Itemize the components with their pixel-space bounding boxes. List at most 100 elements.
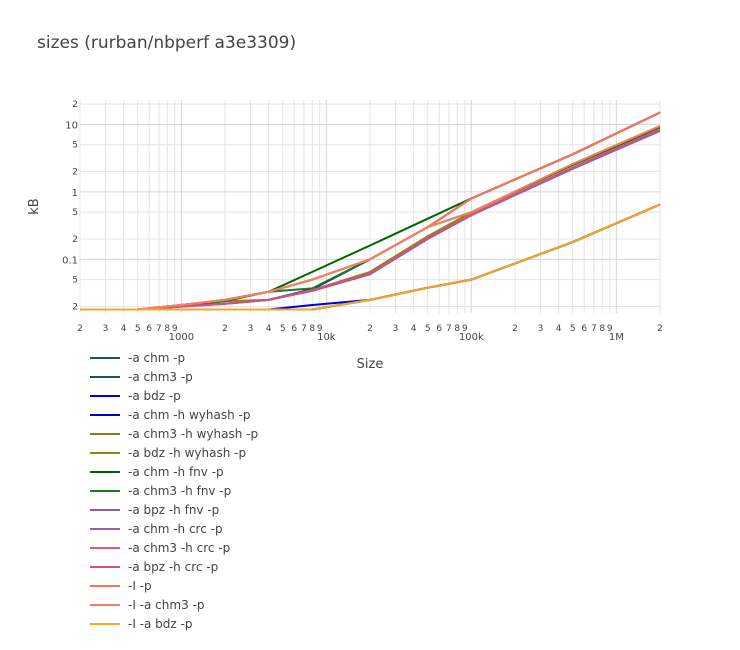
legend-swatch bbox=[90, 470, 120, 473]
legend-item[interactable]: -a chm -h wyhash -p bbox=[90, 405, 258, 424]
x-major-tick-label: 100k bbox=[459, 332, 484, 343]
legend-item[interactable]: -a chm -h crc -p bbox=[90, 519, 258, 538]
series-lines bbox=[80, 111, 661, 311]
series-line-14 bbox=[80, 203, 661, 311]
legend-swatch bbox=[90, 451, 120, 454]
x-minor-tick-label: 7 bbox=[301, 324, 307, 334]
legend-item[interactable]: -a chm3 -p bbox=[90, 367, 258, 386]
x-major-tick-label: 1000 bbox=[169, 332, 194, 343]
x-minor-tick-label: 9 bbox=[462, 324, 468, 334]
legend-item[interactable]: -I -a chm3 -p bbox=[90, 595, 258, 614]
y-minor-tick-label: 2 bbox=[72, 100, 78, 110]
x-minor-tick-label: 2 bbox=[77, 324, 83, 334]
x-axis-title: Size bbox=[357, 357, 384, 372]
x-minor-tick-label: 6 bbox=[291, 324, 297, 334]
grid-minor bbox=[79, 100, 661, 313]
legend-label: -I -p bbox=[128, 578, 152, 593]
x-major-tick-label: 10k bbox=[317, 332, 336, 343]
legend-item[interactable]: -a chm3 -h crc -p bbox=[90, 538, 258, 557]
x-minor-tick-label: 2 bbox=[367, 324, 373, 334]
x-minor-tick-label: 8 bbox=[309, 324, 315, 334]
x-minor-tick-label: 6 bbox=[581, 324, 587, 334]
legend-swatch bbox=[90, 432, 120, 435]
x-minor-tick-label: 9 bbox=[172, 324, 178, 334]
x-minor-tick-label: 8 bbox=[454, 324, 460, 334]
legend-label: -a chm3 -p bbox=[128, 369, 193, 384]
y-minor-tick-label: 2 bbox=[72, 168, 78, 178]
x-minor-tick-label: 4 bbox=[556, 324, 562, 334]
y-major-tick-label: 0.1 bbox=[62, 255, 78, 266]
legend-item[interactable]: -a bdz -p bbox=[90, 386, 258, 405]
x-minor-tick-label: 2 bbox=[222, 324, 228, 334]
y-major-tick-label: 1 bbox=[72, 188, 78, 199]
y-minor-tick-label: 5 bbox=[72, 276, 78, 286]
grid-major bbox=[80, 100, 660, 313]
x-minor-tick-label: 5 bbox=[425, 324, 431, 334]
chart-title: sizes (rurban/nbperf a3e3309) bbox=[37, 33, 297, 53]
x-major-tick-label: 1M bbox=[609, 332, 624, 343]
legend-item[interactable]: -a bdz -h wyhash -p bbox=[90, 443, 258, 462]
x-minor-tick-label: 7 bbox=[156, 324, 162, 334]
y-major-tick-label: 10 bbox=[65, 120, 78, 131]
legend-item[interactable]: -I -a bdz -p bbox=[90, 614, 258, 633]
y-minor-tick-label: 5 bbox=[72, 141, 78, 151]
x-minor-tick-label: 7 bbox=[591, 324, 597, 334]
legend-item[interactable]: -a chm -p bbox=[90, 348, 258, 367]
legend-swatch bbox=[90, 508, 120, 511]
legend-swatch bbox=[90, 489, 120, 492]
x-minor-tick-label: 5 bbox=[135, 324, 141, 334]
x-minor-tick-label: 6 bbox=[146, 324, 152, 334]
legend-label: -a chm -p bbox=[128, 350, 186, 365]
legend-label: -I -a chm3 -p bbox=[128, 597, 205, 612]
x-minor-tick-label: 4 bbox=[266, 324, 272, 334]
y-axis-ticks: 2 5 2 5 2 5 2 0.1 1 10 bbox=[62, 100, 78, 312]
x-minor-tick-label: 2 bbox=[657, 324, 663, 334]
x-minor-tick-label: 8 bbox=[599, 324, 605, 334]
legend-item[interactable]: -a chm -h fnv -p bbox=[90, 462, 258, 481]
legend-item[interactable]: -a chm3 -h wyhash -p bbox=[90, 424, 258, 443]
legend-label: -a chm3 -h crc -p bbox=[128, 540, 231, 555]
legend-label: -a chm -h wyhash -p bbox=[128, 407, 251, 422]
x-minor-tick-label: 5 bbox=[570, 324, 576, 334]
legend-label: -a bpz -h fnv -p bbox=[128, 502, 220, 517]
y-axis-title: kB bbox=[27, 198, 42, 214]
legend-label: -a chm -h fnv -p bbox=[128, 464, 224, 479]
x-minor-tick-label: 5 bbox=[280, 324, 286, 334]
legend-item[interactable]: -I -p bbox=[90, 576, 258, 595]
legend-swatch bbox=[90, 603, 120, 606]
legend-label: -a chm -h crc -p bbox=[128, 521, 223, 536]
legend-swatch bbox=[90, 394, 120, 397]
legend: -a chm -p -a chm3 -p -a bdz -p -a chm -h wy… bbox=[90, 348, 258, 633]
legend-item[interactable]: -a chm3 -h fnv -p bbox=[90, 481, 258, 500]
x-minor-tick-label: 9 bbox=[607, 324, 613, 334]
x-minor-tick-label: 3 bbox=[103, 324, 109, 334]
legend-swatch bbox=[90, 565, 120, 568]
legend-swatch bbox=[90, 584, 120, 587]
x-minor-tick-label: 4 bbox=[411, 324, 417, 334]
legend-label: -a bpz -h crc -p bbox=[128, 559, 219, 574]
legend-swatch bbox=[90, 546, 120, 549]
y-minor-tick-label: 5 bbox=[72, 208, 78, 218]
legend-label: -a bdz -h wyhash -p bbox=[128, 445, 247, 460]
legend-item[interactable]: -a bpz -h fnv -p bbox=[90, 500, 258, 519]
series-line-13 bbox=[80, 124, 661, 311]
legend-item[interactable]: -a bpz -h crc -p bbox=[90, 557, 258, 576]
legend-label: -a bdz -p bbox=[128, 388, 181, 403]
x-minor-tick-label: 6 bbox=[436, 324, 442, 334]
x-minor-tick-label: 8 bbox=[164, 324, 170, 334]
x-minor-tick-label: 2 bbox=[512, 324, 518, 334]
legend-label: -a chm3 -h fnv -p bbox=[128, 483, 232, 498]
y-minor-tick-label: 2 bbox=[72, 302, 78, 312]
x-minor-tick-label: 3 bbox=[248, 324, 254, 334]
legend-swatch bbox=[90, 527, 120, 530]
x-minor-tick-label: 9 bbox=[317, 324, 323, 334]
legend-swatch bbox=[90, 356, 120, 359]
legend-swatch bbox=[90, 375, 120, 378]
y-minor-tick-label: 2 bbox=[72, 235, 78, 245]
legend-label: -a chm3 -h wyhash -p bbox=[128, 426, 259, 441]
legend-swatch bbox=[90, 413, 120, 416]
x-minor-tick-label: 4 bbox=[121, 324, 127, 334]
legend-swatch bbox=[90, 622, 120, 625]
